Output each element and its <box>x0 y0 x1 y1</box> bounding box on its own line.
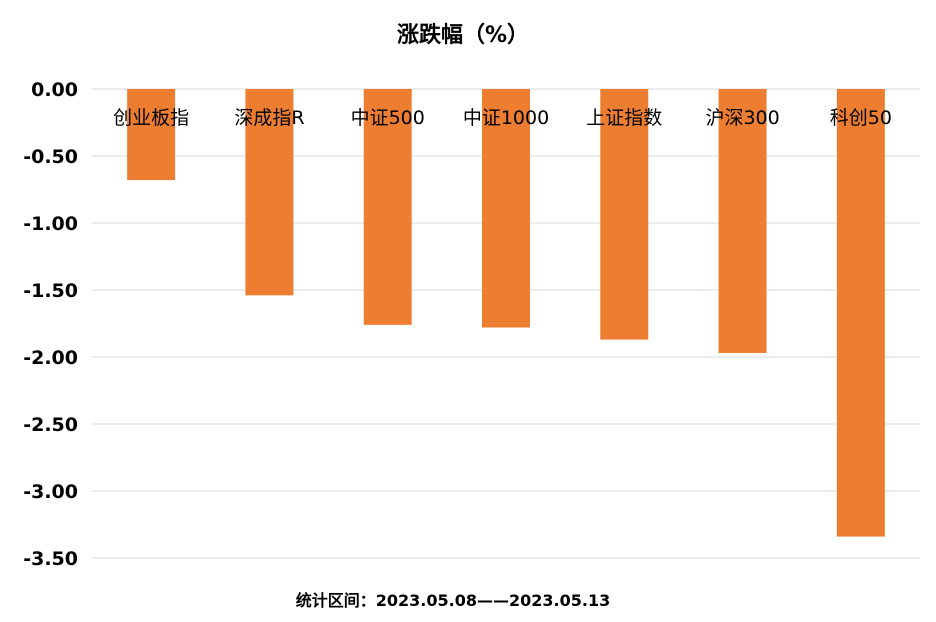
y-axis-tick-labels: 0.00 -0.50 -1.00 -1.50 -2.00 -2.50 -3.00 -3.50 <box>23 79 78 570</box>
bars <box>127 89 885 537</box>
date-range-footer: 统计区间：2023.05.08——2023.05.13 <box>296 591 610 610</box>
y-tick-label: 0.00 <box>31 79 78 101</box>
bar <box>718 89 767 353</box>
y-tick-label: -2.50 <box>23 414 78 436</box>
bar <box>245 89 294 296</box>
category-label: 科创50 <box>830 107 892 129</box>
y-tick-label: -2.00 <box>23 347 78 369</box>
chart-title: 涨跌幅（%） <box>397 23 529 48</box>
y-tick-label: -0.50 <box>23 146 78 168</box>
y-tick-label: -1.50 <box>23 280 78 302</box>
category-labels: 创业板指 深成指R 中证500 中证1000 上证指数 沪深300 科创50 <box>113 107 892 129</box>
y-tick-label: -1.00 <box>23 213 78 235</box>
y-tick-label: -3.50 <box>23 548 78 570</box>
category-label: 沪深300 <box>705 107 779 129</box>
bar <box>127 89 176 181</box>
category-label: 中证1000 <box>463 107 549 129</box>
bar <box>836 89 885 537</box>
category-label: 深成指R <box>234 107 304 129</box>
bar <box>363 89 412 325</box>
bar <box>482 89 530 328</box>
category-label: 中证500 <box>351 107 425 129</box>
category-label: 创业板指 <box>113 107 189 129</box>
y-tick-label: -3.00 <box>23 481 78 503</box>
bar <box>600 89 649 340</box>
category-label: 上证指数 <box>586 107 662 129</box>
